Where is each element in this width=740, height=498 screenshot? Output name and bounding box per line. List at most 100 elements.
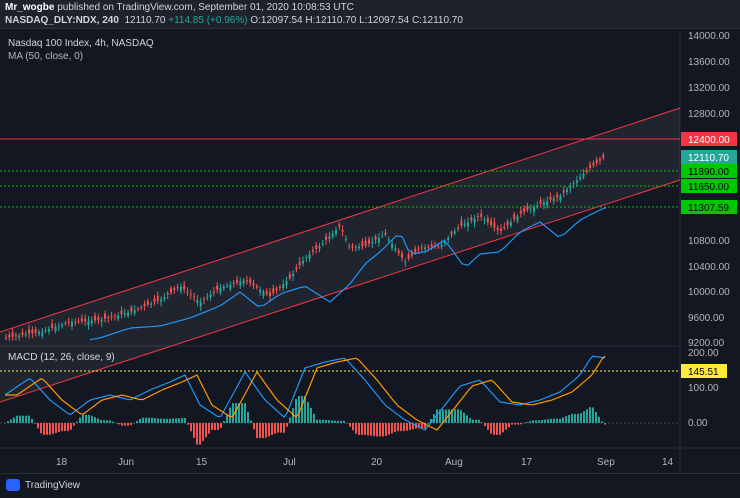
price-tag-12400[interactable]: 12400.00	[681, 132, 737, 146]
candle-body	[424, 247, 427, 250]
time-tick: Jun	[118, 457, 134, 468]
candle-body	[523, 208, 526, 212]
candle-body	[457, 227, 460, 229]
macd-bar	[259, 423, 261, 439]
candle-body	[473, 218, 476, 223]
candle-body	[566, 189, 568, 193]
price-channel-fill	[0, 108, 680, 402]
macd-bar	[181, 417, 183, 423]
candle-body	[47, 329, 50, 332]
time-tick: 15	[196, 457, 208, 468]
macd-bar	[517, 423, 519, 425]
price-axis[interactable]: 14000.00 13600.00 13200.00 12800.00 1080…	[688, 31, 730, 349]
candle-body	[31, 329, 34, 334]
macd-bar	[28, 415, 30, 423]
macd-bar	[133, 423, 135, 424]
candle-body	[14, 335, 17, 337]
candle-body	[374, 236, 377, 240]
time-tick: 17	[521, 457, 533, 468]
macd-bar	[70, 423, 72, 430]
candle-body	[513, 214, 516, 220]
macd-axis[interactable]: 200.00 100.00 0.00	[688, 348, 719, 429]
macd-bar	[169, 418, 171, 423]
price-change: +114.85 (+0.96%)	[168, 15, 248, 26]
macd-bar	[583, 411, 585, 423]
candle-body	[199, 301, 202, 307]
macd-bar	[184, 417, 186, 423]
svg-text:11650.00: 11650.00	[688, 182, 729, 193]
macd-bar	[529, 421, 531, 423]
macd-bar	[526, 422, 528, 423]
macd-bar	[427, 423, 429, 424]
candle-body	[364, 240, 367, 246]
time-tick: 18	[56, 457, 68, 468]
price-tick: 10400.00	[688, 262, 730, 273]
candle-body	[189, 294, 192, 296]
candle-body	[397, 250, 400, 254]
price-tag-11650[interactable]: 11650.00	[681, 179, 737, 193]
macd-bar	[190, 423, 192, 432]
price-tick: 10800.00	[688, 236, 730, 247]
macd-bar	[7, 421, 9, 423]
macd-bar	[376, 423, 378, 437]
macd-tag[interactable]: 145.51	[681, 364, 727, 378]
macd-bar	[466, 415, 468, 423]
macd-bar	[319, 419, 321, 423]
candle-body	[549, 196, 552, 200]
macd-bar	[250, 420, 252, 423]
channel-upper-line[interactable]	[0, 107, 681, 333]
macd-bar	[421, 423, 423, 429]
candle-body	[285, 281, 288, 286]
macd-bar	[304, 396, 306, 423]
macd-bar	[76, 421, 78, 423]
macd-bar	[571, 413, 573, 423]
tradingview-logo[interactable]: TradingView	[6, 479, 80, 491]
candle-body	[275, 288, 278, 291]
time-tick: 20	[371, 457, 383, 468]
candle-body	[420, 247, 423, 249]
candle-body	[28, 329, 31, 334]
candle-body	[110, 316, 113, 318]
candle-body	[133, 310, 136, 314]
ohlc-values: O:12097.54 H:12110.70 L:12097.54 C:12110…	[250, 15, 463, 26]
macd-legend[interactable]: MACD (12, 26, close, 9)	[8, 352, 115, 363]
macd-bar	[145, 417, 147, 423]
macd-bar	[313, 413, 315, 423]
price-tag-11890[interactable]: 11890.00	[681, 164, 737, 178]
candle-body	[146, 301, 149, 305]
macd-bar	[16, 415, 18, 423]
price-tag-last[interactable]: 12110.70	[681, 150, 737, 164]
macd-bar	[562, 417, 564, 423]
candle-body	[579, 177, 582, 180]
macd-tick: 100.00	[688, 383, 719, 394]
brand-label: TradingView	[25, 479, 81, 491]
ma-legend[interactable]: MA (50, close, 0)	[8, 51, 84, 62]
macd-bar	[391, 423, 393, 434]
candle-body	[542, 202, 545, 206]
macd-bar	[388, 423, 390, 435]
macd-bar	[316, 419, 318, 423]
candle-body	[87, 320, 90, 326]
candle-body	[67, 321, 70, 323]
candle-body	[239, 281, 242, 286]
macd-bar	[82, 414, 84, 423]
candle-body	[84, 318, 87, 321]
candle-body	[24, 334, 27, 336]
candle-body	[589, 164, 592, 168]
price-chart[interactable]: 14000.00 13600.00 13200.00 12800.00 1080…	[0, 0, 740, 472]
macd-bar	[220, 423, 222, 428]
macd-bar	[214, 423, 216, 431]
price-tag-11307[interactable]: 11307.59	[681, 200, 737, 214]
publisher-name[interactable]: Mr_wogbe	[5, 2, 55, 13]
macd-bar	[271, 423, 273, 435]
ma-line	[89, 207, 607, 341]
macd-bar	[331, 420, 333, 423]
candle-body	[113, 315, 116, 317]
channel-lower-line[interactable]	[0, 179, 681, 403]
time-axis[interactable]: 18 Jun 15 Jul 20 Aug 17 Sep 14	[56, 457, 674, 468]
symbol-label[interactable]: NASDAQ_DLY:NDX, 240	[5, 15, 119, 26]
macd-bar	[469, 418, 471, 423]
candle-body	[5, 337, 7, 339]
candle-body	[308, 254, 311, 259]
candle-body	[358, 246, 361, 249]
